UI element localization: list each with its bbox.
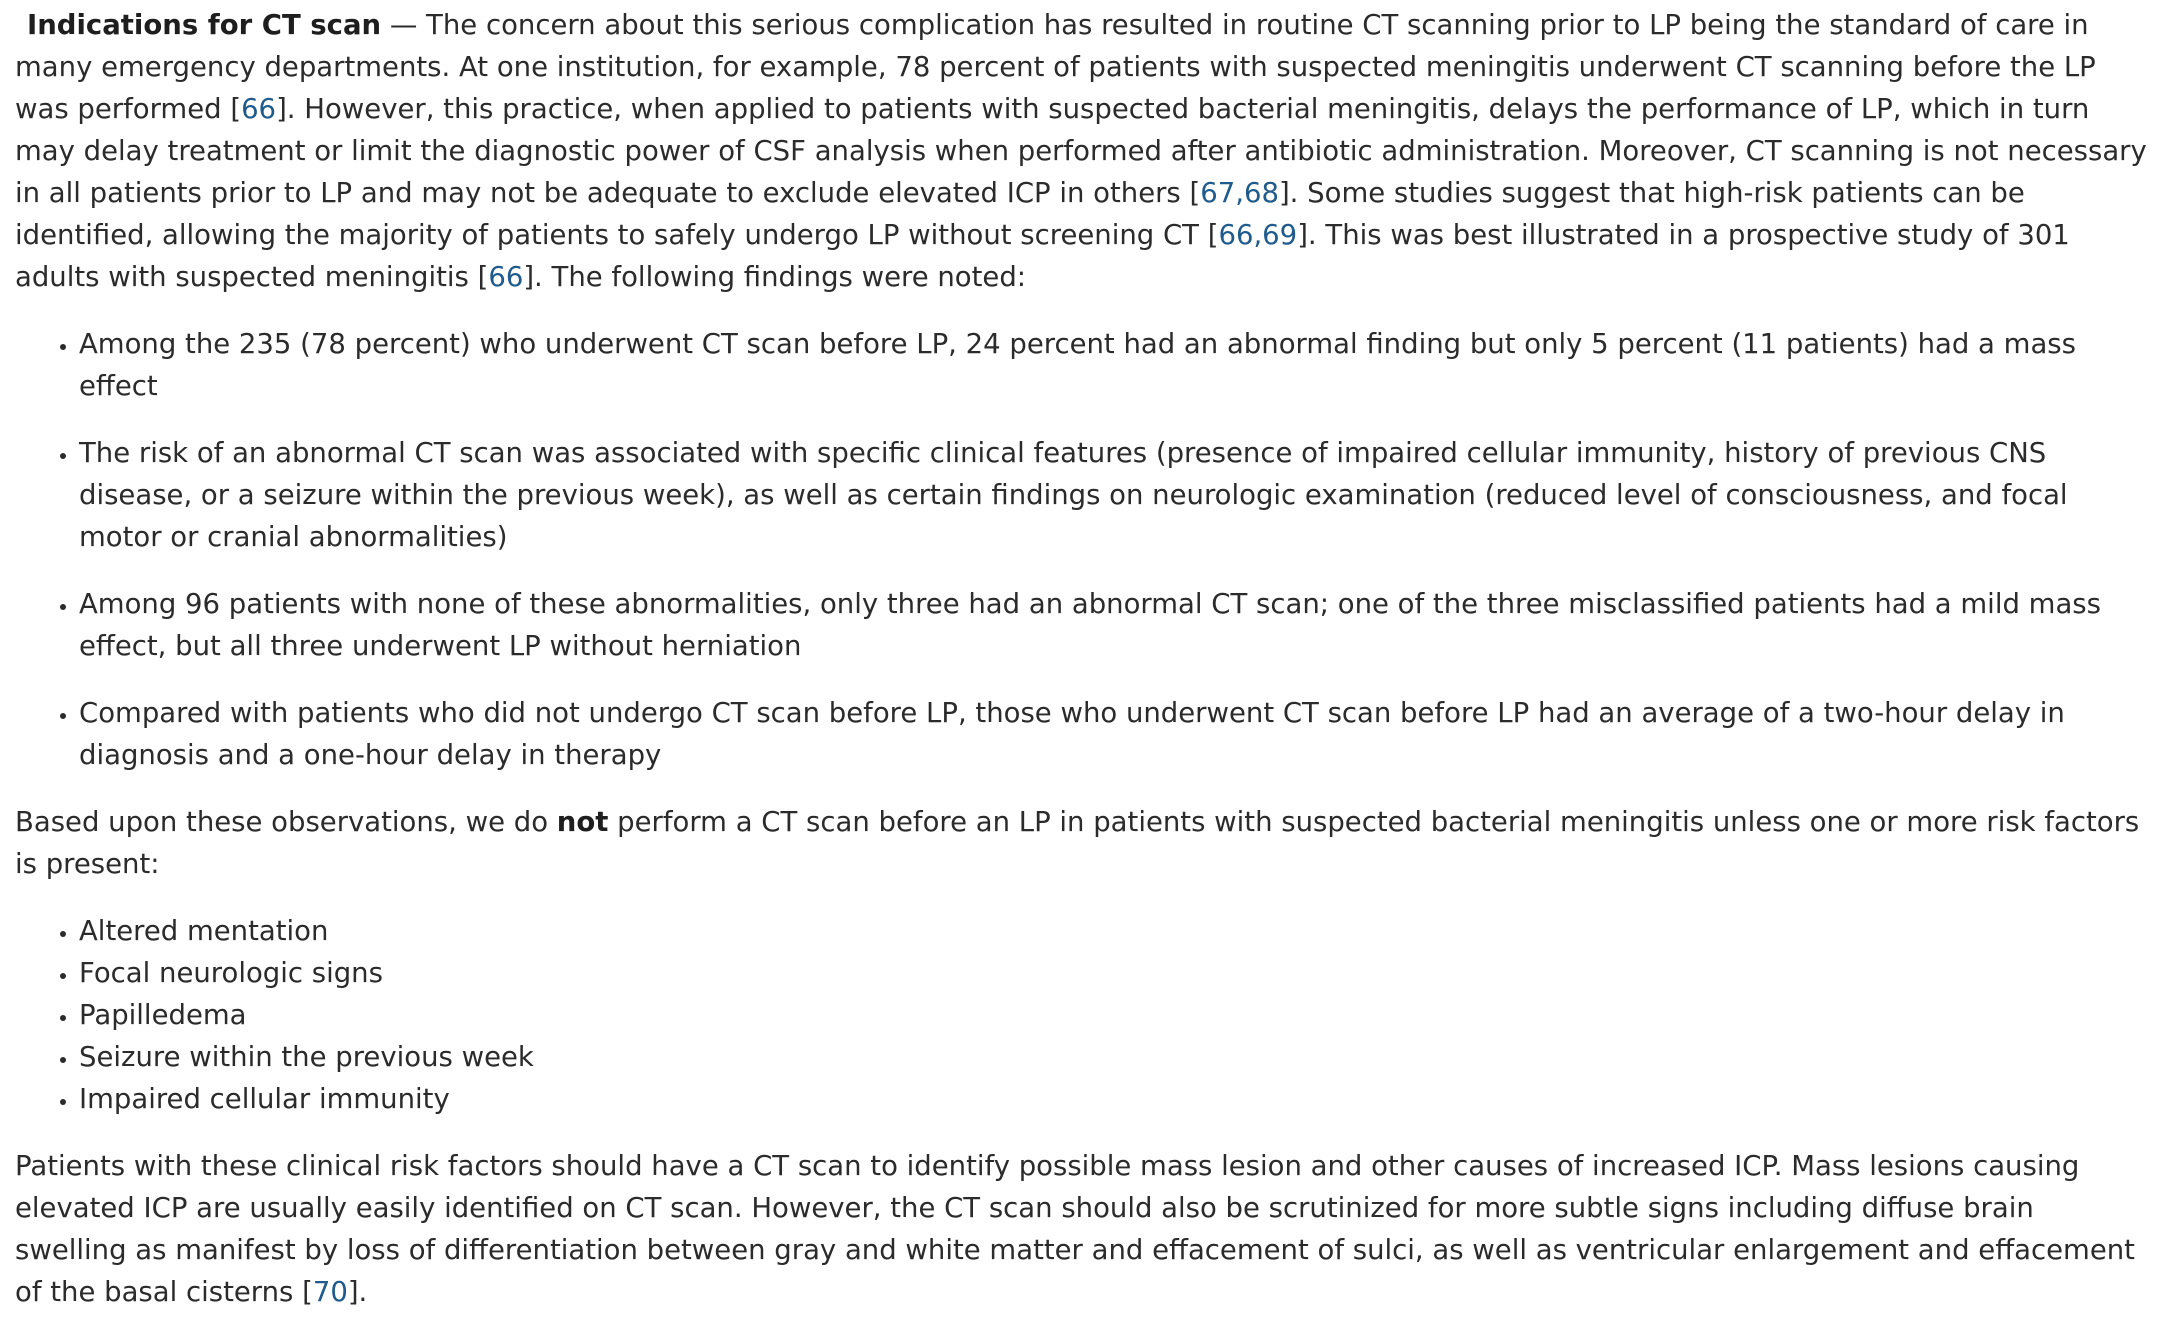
reference-link-70[interactable]: 70: [312, 1276, 348, 1308]
list-item: Among 96 patients with none of these abn…: [79, 583, 2150, 667]
list-item: Focal neurologic signs: [79, 952, 2150, 994]
reference-link-67-68[interactable]: 67,68: [1200, 177, 1279, 209]
list-item: Among the 235 (78 percent) who underwent…: [79, 323, 2150, 407]
list-item: The risk of an abnormal CT scan was asso…: [79, 432, 2150, 558]
list-item: Seizure within the previous week: [79, 1036, 2150, 1078]
paragraph-text: perform a CT scan before an LP in patien…: [15, 806, 2140, 880]
paragraph-recommendation: Based upon these observations, we do not…: [15, 801, 2150, 885]
list-item: Altered mentation: [79, 910, 2150, 952]
document-body: Indications for CT scan — The concern ab…: [15, 4, 2150, 1338]
paragraph-ct-indications: Indications for CT scan — The concern ab…: [15, 4, 2150, 298]
paragraph-risk-factor-ct: Patients with these clinical risk factor…: [15, 1145, 2150, 1313]
emphasis-not: not: [556, 806, 609, 838]
reference-link-66[interactable]: 66: [241, 93, 277, 125]
paragraph-text: ]. Some studies suggest that high-risk p…: [15, 177, 2025, 251]
reference-link-66[interactable]: 66: [488, 261, 524, 293]
reference-link-66-69[interactable]: 66,69: [1218, 219, 1298, 251]
list-item: Compared with patients who did not under…: [79, 692, 2150, 776]
paragraph-text: ].: [347, 1276, 368, 1308]
section-heading: Indications for CT scan: [27, 9, 382, 41]
list-item: Impaired cellular immunity: [79, 1078, 2150, 1120]
paragraph-text: ]. The following findings were noted:: [523, 261, 1027, 293]
risk-factors-list: Altered mentation Focal neurologic signs…: [15, 910, 2150, 1120]
paragraph-text: ]. This was best illustrated in a prospe…: [15, 219, 2070, 293]
findings-list: Among the 235 (78 percent) who underwent…: [15, 323, 2150, 776]
paragraph-text: ]. However, this practice, when applied …: [15, 93, 2147, 209]
list-item: Papilledema: [79, 994, 2150, 1036]
paragraph-text: Based upon these observations, we do: [15, 806, 557, 838]
paragraph-text: — The concern about this serious complic…: [15, 9, 2096, 125]
